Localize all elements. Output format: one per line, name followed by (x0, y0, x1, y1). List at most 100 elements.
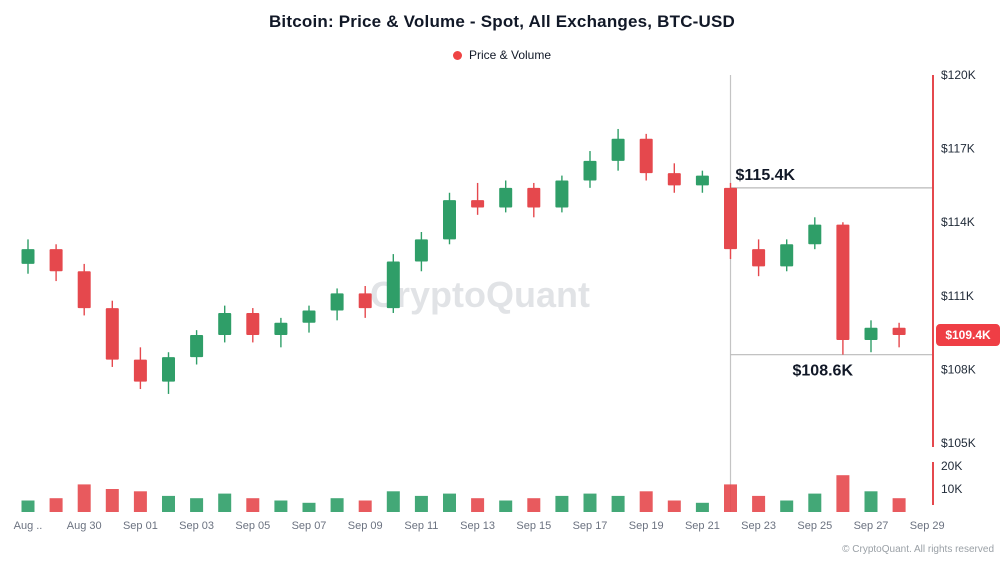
candle-sep-23[interactable] (752, 249, 766, 267)
x-axis-label: Aug .. (14, 520, 43, 532)
volume-bar-sep-14[interactable] (499, 500, 513, 513)
candle-sep-14[interactable] (499, 187, 513, 208)
legend-label: Price & Volume (468, 48, 552, 62)
candle-sep-03[interactable] (190, 335, 204, 358)
x-axis-label: Sep 09 (348, 520, 383, 532)
volume-bar-aug-28[interactable] (21, 500, 35, 513)
volume-bar-sep-27[interactable] (864, 491, 878, 512)
volume-bar-sep-21[interactable] (695, 502, 709, 512)
volume-axis-label: 10K (941, 482, 962, 496)
volume-bar-sep-16[interactable] (555, 495, 569, 512)
chart-title: Bitcoin: Price & Volume - Spot, All Exch… (268, 12, 736, 31)
candle-sep-28[interactable] (892, 327, 906, 336)
candle-aug-31[interactable] (105, 308, 119, 360)
x-axis-label: Sep 25 (797, 520, 832, 532)
legend-dot-icon (452, 50, 462, 60)
candle-sep-19[interactable] (639, 138, 653, 174)
candle-sep-12[interactable] (443, 200, 456, 240)
last-price-badge (936, 324, 1000, 347)
candle-sep-17[interactable] (583, 160, 597, 181)
x-axis-label: Sep 27 (854, 520, 889, 532)
volume-bar-sep-02[interactable] (162, 495, 175, 512)
candle-aug-28[interactable] (21, 249, 35, 264)
price-axis-label: $120K (941, 68, 976, 82)
volume-bar-sep-24[interactable] (780, 500, 794, 513)
price-axis-label: $108K (941, 362, 976, 376)
x-axis-label: Sep 29 (910, 520, 945, 532)
x-axis-label: Sep 03 (179, 520, 214, 532)
volume-bar-sep-05[interactable] (246, 498, 260, 512)
volume-bar-sep-08[interactable] (330, 498, 344, 512)
candle-sep-16[interactable] (555, 180, 569, 208)
volume-bar-sep-20[interactable] (667, 500, 681, 513)
volume-bar-sep-25[interactable] (808, 493, 822, 512)
x-axis-label: Sep 23 (741, 520, 776, 532)
candle-sep-25[interactable] (808, 224, 822, 245)
volume-bar-sep-26[interactable] (836, 475, 850, 512)
last-price-label: $109.4K (945, 328, 991, 342)
volume-bar-sep-07[interactable] (302, 502, 316, 512)
volume-bar-sep-09[interactable] (358, 500, 372, 513)
volume-bar-sep-28[interactable] (892, 498, 906, 512)
copyright-text: © CryptoQuant. All rights reserved (842, 544, 994, 555)
price-axis-label: $111K (941, 289, 974, 303)
volume-bar-sep-19[interactable] (639, 491, 653, 512)
volume-bar-sep-17[interactable] (583, 493, 597, 512)
volume-bar-sep-01[interactable] (133, 491, 147, 512)
volume-bar-sep-23[interactable] (752, 495, 766, 512)
volume-bar-sep-10[interactable] (386, 491, 400, 512)
volume-bar-aug-29[interactable] (49, 498, 63, 512)
candle-sep-22[interactable] (724, 187, 737, 250)
candle-sep-24[interactable] (780, 244, 794, 267)
volume-bar-aug-30[interactable] (77, 484, 91, 512)
candle-aug-29[interactable] (49, 249, 63, 272)
volume-bar-sep-12[interactable] (443, 493, 456, 512)
x-axis-label: Aug 30 (67, 520, 102, 532)
candle-sep-02[interactable] (162, 357, 175, 382)
price-axis-label: $105K (941, 436, 976, 450)
volume-bar-sep-04[interactable] (218, 493, 232, 512)
candle-sep-26[interactable] (836, 224, 850, 340)
candle-sep-07[interactable] (302, 310, 316, 323)
x-axis-label: Sep 17 (573, 520, 608, 532)
volume-bar-sep-15[interactable] (527, 498, 541, 512)
volume-bar-aug-31[interactable] (105, 489, 119, 512)
x-axis-label: Sep 21 (685, 520, 720, 532)
candle-sep-01[interactable] (133, 359, 147, 382)
volume-bar-sep-03[interactable] (190, 498, 204, 512)
x-axis-label: Sep 07 (292, 520, 327, 532)
candle-sep-10[interactable] (386, 261, 400, 309)
volume-bar-sep-22[interactable] (724, 484, 737, 512)
candle-sep-27[interactable] (864, 327, 878, 340)
candle-sep-11[interactable] (414, 239, 428, 262)
candle-sep-20[interactable] (667, 173, 681, 186)
volume-bar-sep-18[interactable] (611, 495, 625, 512)
x-axis-label: Sep 11 (404, 520, 438, 532)
x-axis-label: Sep 05 (235, 520, 270, 532)
x-axis-label: Sep 01 (123, 520, 158, 532)
candle-sep-06[interactable] (274, 322, 288, 336)
watermark-text: CryptoQuant (370, 274, 590, 315)
legend-item[interactable]: Price & Volume (0, 48, 1004, 62)
candle-aug-30[interactable] (77, 271, 91, 309)
x-axis-label: Sep 19 (629, 520, 664, 532)
candle-sep-21[interactable] (695, 175, 709, 186)
candle-sep-13[interactable] (471, 200, 485, 208)
x-axis-label: Sep 13 (460, 520, 495, 532)
volume-bar-sep-13[interactable] (471, 498, 485, 512)
candle-sep-09[interactable] (358, 293, 372, 309)
volume-bar-sep-06[interactable] (274, 500, 288, 513)
candle-sep-08[interactable] (330, 293, 344, 311)
candle-sep-05[interactable] (246, 312, 260, 336)
volume-bar-sep-11[interactable] (414, 495, 428, 512)
price-axis-label: $114K (941, 215, 975, 229)
upper-level-label[interactable]: $115.4K (736, 167, 796, 184)
candle-sep-15[interactable] (527, 187, 541, 208)
price-axis-label: $117K (941, 142, 975, 156)
x-axis-label: Sep 15 (516, 520, 551, 532)
candle-sep-04[interactable] (218, 312, 232, 336)
candle-sep-18[interactable] (611, 138, 625, 161)
lower-level-label[interactable]: $108.6K (793, 363, 854, 380)
